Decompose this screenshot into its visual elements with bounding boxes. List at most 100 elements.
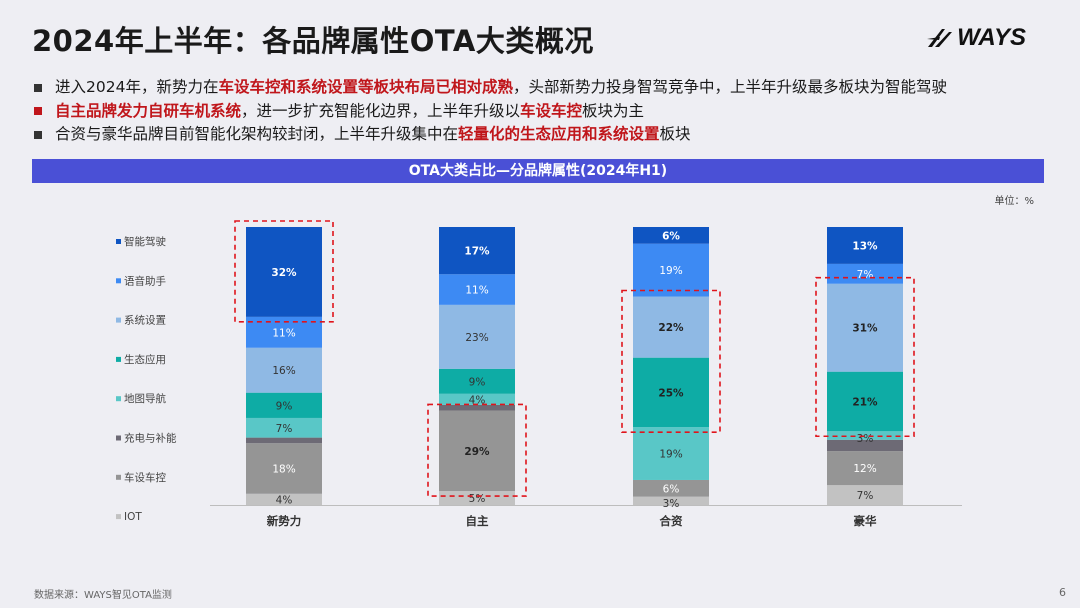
- data-label-2-0: 3%: [663, 498, 680, 510]
- bar-segment-0-7: [246, 227, 322, 317]
- bar-segment-0-5: [246, 347, 322, 393]
- logo-text: WAYS: [957, 24, 1026, 51]
- data-label-1-6: 11%: [465, 285, 488, 297]
- data-label-1-4: 9%: [469, 376, 486, 388]
- legend-label-3: 生态应用: [124, 353, 166, 366]
- data-source: 数据来源：WAYS智见OTA监测: [34, 590, 172, 601]
- bar-segment-2-1: [633, 479, 709, 497]
- bar-segment-3-3: [827, 431, 903, 440]
- bullet-text: ，头部新势力投身智驾竞争中，上半年升级最多板块为智能驾驶: [512, 78, 947, 96]
- bar-segment-3-1: [827, 451, 903, 486]
- bullet-text: ，进一步扩充智能化边界，上半年升级以: [241, 101, 521, 120]
- bar-segment-1-4: [439, 368, 515, 394]
- bar-segment-3-4: [827, 371, 903, 432]
- bullet-highlight: 轻量化的生态应用和系统设置: [458, 125, 660, 143]
- data-label-3-4: 21%: [852, 396, 878, 408]
- highlight-box-0: [234, 220, 334, 323]
- data-label-3-5: 31%: [852, 323, 878, 335]
- ways-logo: WAYS: [926, 24, 1026, 52]
- chart-title-banner: OTA大类占比—分品牌属性(2024年H1): [32, 159, 1044, 183]
- legend-swatch-1: [116, 278, 121, 284]
- data-label-2-6: 19%: [659, 265, 682, 277]
- legend-swatch-5: [116, 435, 121, 441]
- bar-segment-2-7: [633, 227, 709, 244]
- data-label-3-1: 12%: [853, 463, 876, 475]
- bar-segment-1-5: [439, 304, 515, 369]
- bullet-marker: [34, 107, 42, 116]
- bar-segment-1-0: [439, 491, 515, 505]
- category-label-3: 豪华: [854, 514, 877, 528]
- legend-swatch-6: [116, 474, 121, 480]
- legend-label-5: 充电与补能: [124, 432, 177, 445]
- data-label-0-1: 18%: [272, 463, 295, 475]
- data-label-2-7: 6%: [662, 230, 680, 242]
- bullet-item: 进入2024年，新势力在 车设车控和系统设置等板块布局已相对成熟 ，头部新势力投身智…: [34, 76, 1064, 100]
- bar-segment-0-3: [246, 417, 322, 438]
- bar-segment-0-4: [246, 392, 322, 418]
- bar-segment-2-5: [633, 296, 709, 358]
- bar-segment-1-7: [439, 227, 515, 275]
- data-label-2-3: 19%: [659, 449, 682, 461]
- bar-segment-1-3: [439, 393, 515, 405]
- legend-label-4: 地图导航: [124, 392, 166, 405]
- bullet-marker: [34, 130, 42, 139]
- data-label-0-3: 7%: [276, 423, 293, 435]
- page-title: 2024年上半年：各品牌属性OTA大类概况: [32, 24, 594, 58]
- legend-swatch-7: [116, 514, 121, 520]
- data-label-2-5: 22%: [658, 322, 684, 334]
- legend-swatch-4: [116, 396, 121, 402]
- highlight-box-1: [427, 403, 527, 497]
- bullet-item: 合资与豪华品牌目前智能化架构较封闭，上半年升级集中在 轻量化的生态应用和系统设置板…: [34, 123, 1064, 147]
- bar-segment-2-3: [633, 427, 709, 480]
- bullet-highlight: 车设车控: [520, 101, 583, 120]
- highlight-box-2: [621, 289, 721, 433]
- bullet-list: 进入2024年，新势力在 车设车控和系统设置等板块布局已相对成熟 ，头部新势力投身智…: [34, 76, 1064, 147]
- data-label-0-0: 4%: [276, 494, 293, 506]
- category-label-0: 新势力: [267, 514, 302, 528]
- page-number: 6: [1059, 586, 1066, 599]
- data-label-0-6: 11%: [272, 327, 295, 339]
- highlight-box-3: [815, 276, 915, 438]
- legend-swatch-3: [116, 356, 121, 362]
- bar-segment-3-0: [827, 485, 903, 505]
- legend-label-7: IOT: [124, 511, 142, 523]
- bullet-item: 自主品牌发力自研车机系统 ，进一步扩充智能化边界，上半年升级以 车设车控 板块为主: [34, 100, 1064, 124]
- unit-label: 单位：%: [994, 196, 1034, 207]
- data-label-1-3: 4%: [469, 394, 486, 406]
- bar-segment-3-5: [827, 283, 903, 372]
- bar-segment-3-2: [827, 439, 903, 452]
- bar-segment-0-1: [246, 443, 322, 494]
- data-label-1-1: 29%: [464, 446, 490, 458]
- bar-segment-2-4: [633, 357, 709, 428]
- bar-segment-2-0: [633, 496, 709, 505]
- legend-label-2: 系统设置: [124, 314, 166, 327]
- data-label-2-4: 25%: [658, 387, 684, 399]
- legend-label-0: 智能驾驶: [124, 235, 166, 248]
- data-label-0-4: 9%: [276, 400, 293, 412]
- bar-segment-3-7: [827, 227, 903, 264]
- data-label-1-5: 23%: [465, 332, 488, 344]
- bullet-highlight: 车设车控和系统设置等板块布局已相对成熟: [218, 78, 513, 96]
- legend-label-6: 车设车控: [124, 471, 166, 484]
- data-label-0-7: 32%: [271, 267, 297, 279]
- legend-swatch-2: [116, 317, 121, 323]
- bullet-text: 板块为主: [582, 101, 645, 120]
- category-label-2: 合资: [660, 514, 683, 528]
- bar-segment-0-2: [246, 437, 322, 444]
- legend-label-1: 语音助手: [124, 274, 166, 287]
- data-label-3-7: 13%: [852, 240, 878, 252]
- bullet-highlight: 自主品牌发力自研车机系统: [55, 101, 242, 120]
- bar-segment-0-0: [246, 493, 322, 505]
- data-label-1-7: 17%: [464, 246, 490, 258]
- data-label-3-6: 7%: [857, 269, 874, 281]
- data-label-0-5: 16%: [272, 365, 295, 377]
- legend-swatch-0: [116, 239, 121, 244]
- bar-segment-3-6: [827, 263, 903, 284]
- bullet-marker: [34, 83, 42, 92]
- bar-segment-1-2: [439, 404, 515, 411]
- bar-segment-2-6: [633, 243, 709, 297]
- bullet-text: 进入2024年，新势力在: [55, 78, 219, 96]
- bullet-text: 板块: [659, 125, 691, 143]
- bar-segment-1-6: [439, 274, 515, 305]
